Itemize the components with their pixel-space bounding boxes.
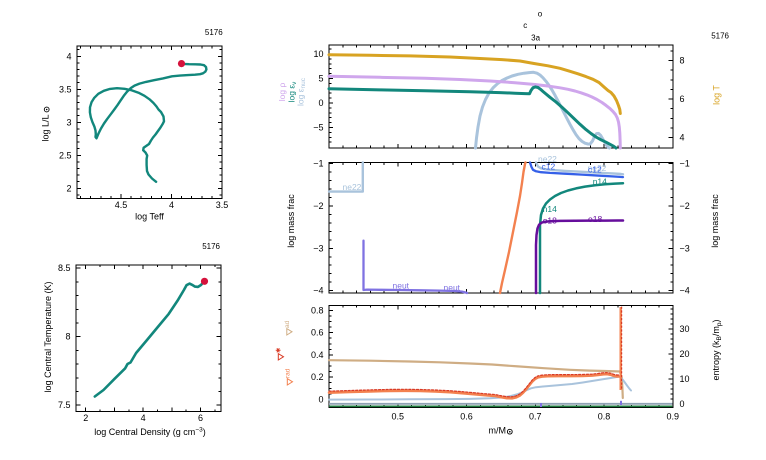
svg-text:4: 4 (169, 200, 174, 210)
svg-text:ad: ad (284, 320, 291, 328)
svg-text:log Teff: log Teff (135, 212, 164, 222)
svg-text:3: 3 (66, 117, 71, 127)
svg-text:log Central Density (g cm−3): log Central Density (g cm−3) (94, 427, 205, 438)
svg-text:0.7: 0.7 (529, 412, 542, 422)
svg-text:3.5: 3.5 (59, 84, 72, 94)
svg-text:4: 4 (680, 133, 685, 143)
svg-text:log ρ: log ρ (277, 83, 287, 102)
svg-text:0.2: 0.2 (311, 372, 324, 382)
svg-text:5176: 5176 (205, 28, 223, 37)
svg-text:−2: −2 (313, 201, 323, 211)
svg-text:20: 20 (680, 349, 690, 359)
svg-text:6: 6 (680, 94, 685, 104)
svg-text:−5: −5 (313, 123, 323, 133)
svg-text:10: 10 (313, 49, 323, 59)
svg-text:c12: c12 (542, 162, 556, 172)
svg-text:ne22: ne22 (588, 163, 607, 173)
svg-text:−4: −4 (313, 286, 323, 296)
svg-text:7.5: 7.5 (58, 400, 71, 410)
svg-text:5: 5 (318, 74, 323, 84)
svg-text:0: 0 (318, 394, 323, 404)
svg-text:o: o (538, 10, 543, 19)
svg-text:0.9: 0.9 (667, 412, 680, 422)
svg-text:0: 0 (680, 399, 685, 409)
svg-text:30: 30 (680, 324, 690, 334)
svg-text:log T: log T (712, 85, 722, 105)
svg-text:3a: 3a (531, 34, 540, 43)
svg-text:c12: c12 (588, 165, 602, 175)
svg-text:8: 8 (680, 56, 685, 66)
svg-text:0.6: 0.6 (460, 412, 473, 422)
svg-text:entropy (kB/mp): entropy (kB/mp) (711, 320, 723, 381)
svg-text:✱: ✱ (275, 347, 283, 353)
svg-text:3.5: 3.5 (216, 200, 229, 210)
svg-text:2: 2 (66, 183, 71, 193)
svg-text:−1: −1 (680, 159, 690, 169)
svg-text:−2: −2 (680, 201, 690, 211)
svg-text:0.5: 0.5 (392, 412, 405, 422)
svg-text:−3: −3 (680, 243, 690, 253)
svg-text:4.5: 4.5 (115, 200, 128, 210)
svg-text:−1: −1 (313, 159, 323, 169)
svg-text:0.8: 0.8 (311, 305, 324, 315)
svg-text:n14: n14 (543, 204, 557, 214)
svg-text:log mass frac: log mass frac (710, 194, 720, 248)
svg-text:4: 4 (66, 51, 71, 61)
svg-text:6: 6 (198, 413, 203, 423)
svg-text:5176: 5176 (711, 32, 729, 41)
svg-text:8: 8 (65, 332, 70, 342)
svg-text:m/M: m/M (489, 426, 507, 436)
svg-text:0.8: 0.8 (598, 412, 611, 422)
svg-text:0: 0 (318, 98, 323, 108)
svg-text:10: 10 (680, 374, 690, 384)
svg-text:−3: −3 (313, 243, 323, 253)
svg-text:5176: 5176 (202, 242, 220, 251)
svg-text:−4: −4 (680, 286, 690, 296)
svg-text:2.5: 2.5 (59, 150, 72, 160)
svg-text:log L/L: log L/L (41, 114, 51, 141)
svg-text:c: c (523, 21, 527, 30)
svg-text:n14: n14 (593, 177, 607, 187)
svg-text:log εν: log εν (287, 82, 299, 103)
svg-text:ne22: ne22 (343, 182, 362, 192)
svg-text:o18: o18 (588, 214, 602, 224)
svg-text:log εnuc: log εnuc (296, 77, 308, 106)
svg-text:log mass frac: log mass frac (286, 194, 296, 248)
svg-text:4: 4 (141, 413, 146, 423)
svg-text:0.4: 0.4 (311, 350, 324, 360)
svg-text:log Central Temperature (K): log Central Temperature (K) (43, 282, 53, 393)
svg-text:neut: neut (393, 280, 410, 290)
svg-text:o18: o18 (543, 216, 557, 226)
svg-text:2: 2 (83, 413, 88, 423)
svg-text:ne22: ne22 (538, 154, 557, 164)
svg-text:8.5: 8.5 (58, 263, 71, 273)
svg-text:0.6: 0.6 (311, 328, 324, 338)
svg-text:neut: neut (444, 282, 461, 292)
svg-text:rad: rad (285, 368, 292, 378)
